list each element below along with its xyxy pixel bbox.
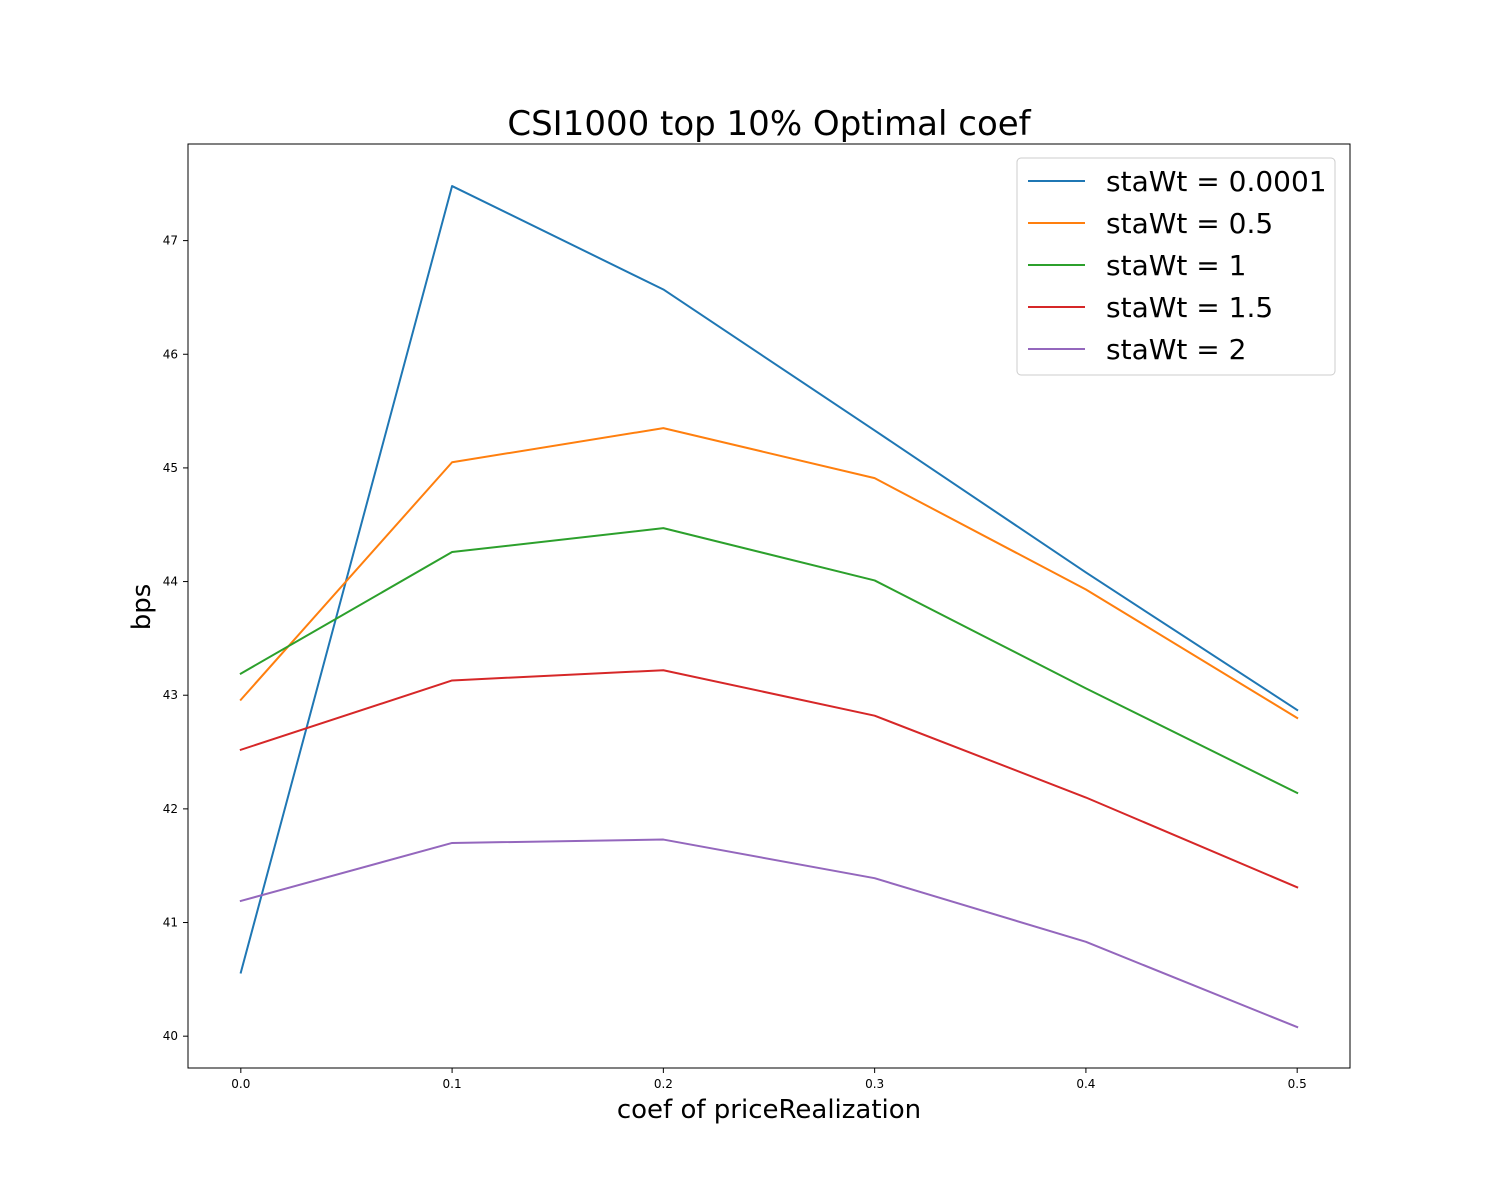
plot-area: 0.0 0.1 0.2 0.3 0.4 0.5 40 41 42 43 44 45 46 47 xyxy=(163,143,1351,1091)
legend-label: staWt = 2 xyxy=(1106,333,1246,366)
legend-label: staWt = 0.5 xyxy=(1106,207,1273,240)
y-tick-label: 43 xyxy=(163,688,178,702)
y-tick-label: 41 xyxy=(163,916,178,930)
chart-title: CSI1000 top 10% Optimal coef xyxy=(507,104,1031,144)
axes-frame xyxy=(187,143,1351,1069)
legend-label: staWt = 1 xyxy=(1106,249,1246,282)
x-tick-label: 0.1 xyxy=(443,1077,462,1091)
series-line xyxy=(239,185,1299,974)
legend: staWt = 0.0001 staWt = 0.5 staWt = 1 staWt … xyxy=(1016,157,1336,376)
y-tick-label: 44 xyxy=(163,575,178,589)
x-tick-label: 0.2 xyxy=(654,1077,673,1091)
y-tick-label: 47 xyxy=(163,234,178,248)
series-line xyxy=(239,527,1299,795)
y-tick-label: 45 xyxy=(163,461,178,475)
x-axis-label: coef of priceRealization xyxy=(617,1095,921,1125)
series-line xyxy=(239,838,1299,1029)
series-line xyxy=(239,669,1299,889)
y-tick-label: 40 xyxy=(163,1029,178,1043)
series-line xyxy=(239,427,1299,720)
legend-label: staWt = 0.0001 xyxy=(1106,165,1327,198)
x-tick-label: 0.5 xyxy=(1288,1077,1307,1091)
x-tick-label: 0.3 xyxy=(865,1077,884,1091)
x-tick-label: 0.0 xyxy=(231,1077,250,1091)
legend-label: staWt = 1.5 xyxy=(1106,291,1273,324)
y-tick-label: 46 xyxy=(163,347,178,361)
x-tick-label: 0.4 xyxy=(1076,1077,1095,1091)
legend-box xyxy=(1016,157,1336,376)
y-axis-label: bps xyxy=(127,584,157,631)
y-tick-label: 42 xyxy=(163,802,178,816)
